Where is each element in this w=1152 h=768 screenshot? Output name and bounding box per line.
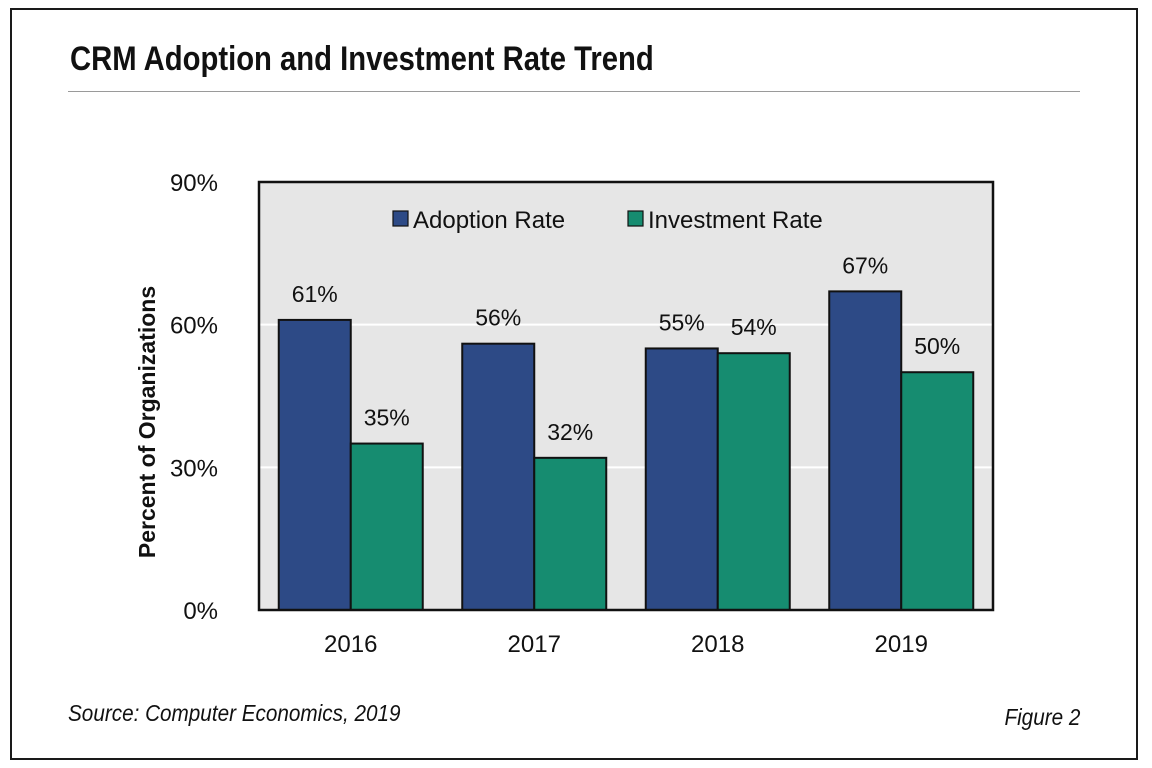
data-label: 61% [292,281,338,307]
data-label: 56% [475,305,521,331]
data-label: 50% [914,333,960,359]
bar-adoption-rate [277,318,352,611]
y-tick-label: 90% [170,170,218,197]
y-axis-label: Percent of Organizations [134,286,160,558]
chart-title: CRM Adoption and Investment Rate Trend [70,40,654,78]
legend-label: Adoption Rate [413,207,565,234]
data-label: 35% [364,405,410,431]
y-tick-label: 30% [170,455,218,482]
data-label: 54% [731,314,777,340]
bar-investment-rate [900,371,975,611]
y-tick-label: 60% [170,313,218,340]
data-label: 67% [842,252,888,278]
source-note: Source: Computer Economics, 2019 [68,700,401,726]
legend-swatch [627,210,644,227]
bar-investment-rate [533,456,608,612]
bar-investment-rate [716,352,791,611]
x-tick-label: 2019 [875,631,928,658]
x-tick-label: 2017 [508,631,561,658]
bar-investment-rate [349,442,424,611]
bar-adoption-rate [461,342,536,611]
legend-label: Investment Rate [648,207,823,234]
x-tick-label: 2016 [324,631,377,658]
data-label: 32% [547,419,593,445]
bar-adoption-rate [828,290,903,611]
figure-number: Figure 2 [1004,704,1080,730]
title-divider [68,91,1080,92]
data-label: 55% [659,309,705,335]
plot-border [257,180,995,612]
legend-swatch [392,210,409,227]
bar-adoption-rate [644,347,719,611]
y-tick-label: 0% [183,598,218,625]
x-tick-label: 2018 [691,631,744,658]
